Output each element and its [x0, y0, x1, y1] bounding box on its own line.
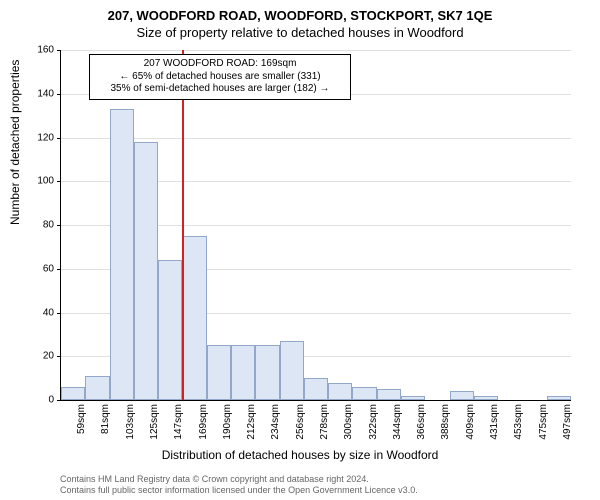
- histogram-bar: [85, 376, 109, 400]
- y-tick-label: 120: [0, 132, 54, 143]
- histogram-bar: [474, 396, 498, 400]
- histogram-bar: [110, 109, 134, 400]
- y-tick-label: 60: [0, 263, 54, 274]
- footer-text: Contains HM Land Registry data © Crown c…: [60, 474, 418, 496]
- y-tick-label: 20: [0, 351, 54, 362]
- footer-line-1: Contains HM Land Registry data © Crown c…: [60, 474, 418, 485]
- y-tick-label: 40: [0, 307, 54, 318]
- x-tick-label: 409sqm: [465, 404, 476, 440]
- x-tick-label: 234sqm: [270, 404, 281, 440]
- x-tick-label: 475sqm: [538, 404, 549, 440]
- y-tick-mark: [57, 138, 61, 139]
- histogram-bar: [352, 387, 376, 400]
- y-tick-mark: [57, 269, 61, 270]
- x-tick-label: 278sqm: [319, 404, 330, 440]
- y-tick-label: 160: [0, 45, 54, 56]
- y-tick-mark: [57, 94, 61, 95]
- histogram-bar: [61, 387, 85, 400]
- histogram-bar: [547, 396, 571, 400]
- histogram-bar: [280, 341, 304, 400]
- x-tick-label: 103sqm: [125, 404, 136, 440]
- x-tick-label: 300sqm: [343, 404, 354, 440]
- histogram-bar: [255, 345, 279, 400]
- x-tick-label: 344sqm: [392, 404, 403, 440]
- chart-area: [60, 50, 571, 401]
- y-tick-mark: [57, 225, 61, 226]
- reference-line: [182, 50, 184, 400]
- histogram-bar: [158, 260, 182, 400]
- x-tick-label: 59sqm: [76, 404, 87, 434]
- annotation-line-2: ← 65% of detached houses are smaller (33…: [96, 71, 344, 84]
- x-tick-label: 366sqm: [416, 404, 427, 440]
- x-tick-label: 453sqm: [513, 404, 524, 440]
- y-tick-mark: [57, 181, 61, 182]
- histogram-bar: [401, 396, 425, 400]
- x-tick-label: 497sqm: [562, 404, 573, 440]
- histogram-bar: [328, 383, 352, 401]
- page-subtitle: Size of property relative to detached ho…: [0, 23, 600, 40]
- y-tick-mark: [57, 356, 61, 357]
- grid-line: [61, 138, 571, 139]
- y-tick-mark: [57, 313, 61, 314]
- histogram-bar: [134, 142, 158, 400]
- histogram-bar: [231, 345, 255, 400]
- x-tick-label: 147sqm: [173, 404, 184, 440]
- x-tick-label: 81sqm: [100, 404, 111, 434]
- page-title: 207, WOODFORD ROAD, WOODFORD, STOCKPORT,…: [0, 0, 600, 23]
- annotation-box: 207 WOODFORD ROAD: 169sqm ← 65% of detac…: [89, 54, 351, 100]
- y-tick-label: 0: [0, 395, 54, 406]
- y-tick-label: 140: [0, 88, 54, 99]
- x-tick-label: 212sqm: [246, 404, 257, 440]
- chart-container: 207, WOODFORD ROAD, WOODFORD, STOCKPORT,…: [0, 0, 600, 500]
- histogram-bar: [304, 378, 328, 400]
- footer-line-2: Contains full public sector information …: [60, 485, 418, 496]
- x-tick-label: 431sqm: [489, 404, 500, 440]
- y-tick-label: 100: [0, 176, 54, 187]
- annotation-line-1: 207 WOODFORD ROAD: 169sqm: [96, 58, 344, 71]
- x-tick-label: 190sqm: [222, 404, 233, 440]
- histogram-bar: [182, 236, 206, 400]
- x-tick-label: 322sqm: [368, 404, 379, 440]
- y-tick-label: 80: [0, 220, 54, 231]
- histogram-bar: [450, 391, 474, 400]
- x-axis-label: Distribution of detached houses by size …: [0, 448, 600, 462]
- y-tick-mark: [57, 400, 61, 401]
- x-tick-label: 256sqm: [295, 404, 306, 440]
- y-tick-mark: [57, 50, 61, 51]
- histogram-bar: [207, 345, 231, 400]
- annotation-line-3: 35% of semi-detached houses are larger (…: [96, 83, 344, 96]
- grid-line: [61, 50, 571, 51]
- x-tick-label: 169sqm: [198, 404, 209, 440]
- x-tick-label: 388sqm: [440, 404, 451, 440]
- histogram-bar: [377, 389, 401, 400]
- x-tick-label: 125sqm: [149, 404, 160, 440]
